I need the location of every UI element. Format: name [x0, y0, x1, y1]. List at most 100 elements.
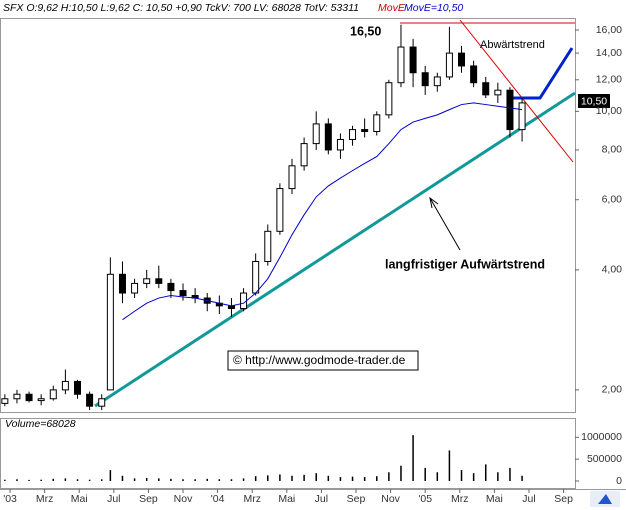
- volume-bar: [4, 479, 6, 481]
- volume-bar: [170, 478, 172, 481]
- candle-body: [506, 89, 514, 131]
- volume-bar: [497, 472, 499, 481]
- volume-bar: [230, 479, 233, 481]
- volume-bar: [424, 467, 426, 481]
- volume-bar: [16, 479, 18, 481]
- volume-bar: [109, 470, 112, 481]
- last-price-box: [578, 94, 610, 108]
- candle-body: [494, 89, 502, 96]
- volume-bar: [339, 477, 342, 481]
- volume-title: Volume=68028: [5, 418, 76, 430]
- x-tick-label: Mai: [71, 493, 88, 505]
- candle-body: [179, 290, 187, 297]
- candle-body: [252, 260, 260, 294]
- volume-bar: [64, 478, 67, 481]
- x-tick-label: Sep: [347, 493, 366, 505]
- moving-average: [122, 102, 523, 321]
- candle-body: [86, 393, 94, 407]
- y-tick-label: 14,00: [596, 47, 622, 59]
- volume-bar: [100, 479, 103, 481]
- x-tick-label: Nov: [174, 493, 193, 505]
- volume-frame: [0, 418, 576, 489]
- candle-body: [445, 52, 453, 78]
- x-tick-label: Mrz: [451, 493, 469, 505]
- volume-bar: [88, 479, 91, 481]
- x-tick-label: Sep: [554, 493, 573, 505]
- volume-bar: [351, 476, 354, 481]
- candle-body: [37, 398, 45, 402]
- candle-body: [433, 76, 441, 87]
- copyright: © http://www.godmode-trader.de: [233, 353, 406, 367]
- candle-body: [118, 273, 126, 294]
- candle-body: [106, 273, 114, 391]
- high-label: 16,50: [350, 24, 381, 38]
- candle-body: [25, 393, 33, 402]
- header: SFX O:9,62 H:10,50 L:9,62 C: 10,50 +0,90…: [3, 2, 359, 14]
- volume-bar: [52, 478, 55, 481]
- volume-bar: [76, 479, 79, 481]
- candle-body: [276, 188, 284, 232]
- uptrend-line: [94, 91, 576, 408]
- candle-body: [336, 138, 344, 151]
- volume-bar: [376, 476, 378, 481]
- candle-body: [397, 46, 405, 84]
- arrow-shaft: [429, 197, 461, 251]
- volume-bar: [460, 470, 463, 481]
- volume-bar: [472, 473, 475, 481]
- x-tick-label: Mai: [278, 493, 295, 505]
- candle-body: [312, 123, 320, 145]
- volume-bar: [194, 479, 196, 481]
- candle-body: [300, 143, 308, 167]
- candle-body: [373, 114, 381, 133]
- x-tick-label: Sep: [139, 493, 158, 505]
- candle-body: [1, 398, 9, 404]
- y-tick-label: 16,00: [596, 24, 622, 36]
- volume-bar: [509, 467, 511, 481]
- volume-bar: [242, 478, 245, 481]
- downtrend-line: [459, 19, 574, 163]
- x-tick-label: Mrz: [243, 493, 261, 505]
- uptrend-label: langfristiger Aufwärtstrend: [385, 257, 545, 271]
- x-tick-label: Jul: [107, 493, 120, 505]
- volume-bar: [400, 465, 402, 481]
- x-tick-label: '04: [211, 493, 225, 505]
- candle-body: [470, 65, 478, 84]
- volume-bar: [145, 477, 148, 481]
- x-tick-label: Mrz: [36, 493, 54, 505]
- candle-body: [482, 82, 490, 96]
- y-tick-label: 4,00: [602, 264, 623, 276]
- volume-tick-label: 500000: [587, 453, 622, 465]
- candle-body: [324, 123, 332, 151]
- tool-icon[interactable]: [598, 494, 612, 504]
- price-frame: [0, 18, 576, 413]
- volume-bar: [40, 479, 42, 481]
- y-tick-label: 12,00: [596, 74, 622, 86]
- volume-bar: [388, 472, 390, 481]
- x-tick-label: '05: [418, 493, 432, 505]
- volume-bar: [327, 475, 330, 481]
- last-price-label: 10,50: [581, 95, 607, 107]
- candle-body: [349, 129, 357, 140]
- volume-bar: [363, 477, 366, 481]
- candle-body: [361, 129, 369, 133]
- volume-bar: [291, 475, 293, 481]
- candle-body: [518, 102, 526, 131]
- volume-tick-label: 1000000: [581, 431, 622, 443]
- candle-body: [167, 282, 175, 292]
- volume-bar: [412, 435, 414, 481]
- candle-body: [155, 278, 163, 284]
- volume-bar: [279, 474, 281, 481]
- forecast-line: [510, 47, 574, 100]
- y-tick-label: 6,00: [602, 194, 623, 206]
- candle-body: [98, 398, 106, 407]
- candle-body: [131, 282, 139, 294]
- candle-body: [288, 165, 296, 190]
- x-tick-label: '03: [3, 493, 17, 505]
- candle-body: [409, 46, 417, 74]
- downtrend-label: Abwärtstrend: [480, 39, 545, 51]
- volume-bar: [315, 473, 317, 481]
- volume-bar: [521, 475, 523, 481]
- volume-bar: [182, 479, 184, 481]
